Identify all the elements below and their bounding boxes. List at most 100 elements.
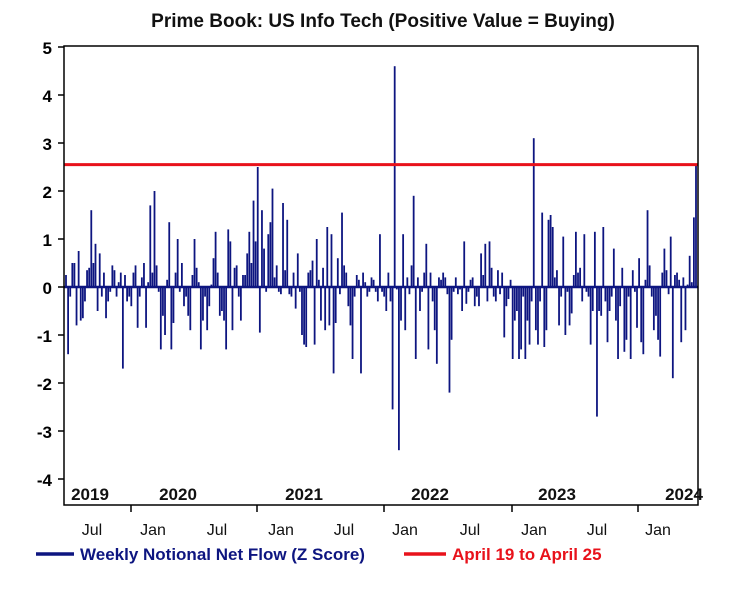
bar xyxy=(242,275,244,287)
bar xyxy=(652,287,655,331)
bar xyxy=(256,167,259,287)
bar xyxy=(642,287,645,355)
bar xyxy=(581,287,584,302)
y-tick-label: -1 xyxy=(37,327,52,346)
bar xyxy=(391,287,394,410)
bar xyxy=(524,287,527,359)
bar xyxy=(360,287,362,374)
bar xyxy=(69,287,72,297)
bar xyxy=(556,270,558,287)
bar xyxy=(454,277,457,287)
bar xyxy=(627,287,630,297)
bar xyxy=(183,287,185,307)
legend: Weekly Notional Net Flow (Z Score) April… xyxy=(36,545,602,564)
month-label: Jul xyxy=(82,522,102,539)
bar xyxy=(615,287,617,321)
bar xyxy=(665,270,668,287)
x-axis-month-labels: Jul Jan Jul Jan Jul Jan Jul Jan Jul Jan xyxy=(82,522,671,539)
bar xyxy=(457,287,459,295)
bar xyxy=(341,212,343,287)
bar xyxy=(162,287,164,316)
bar xyxy=(678,279,681,287)
bar xyxy=(547,219,550,287)
x-tick-marks xyxy=(130,505,639,512)
y-tick-label: 0 xyxy=(43,279,52,298)
bar xyxy=(494,287,497,302)
bar xyxy=(541,212,544,287)
bar xyxy=(482,275,485,287)
month-label: Jul xyxy=(587,522,607,539)
bar xyxy=(684,287,687,331)
bar xyxy=(421,287,423,292)
bar xyxy=(640,287,643,343)
bar xyxy=(534,287,537,331)
month-label: Jan xyxy=(521,522,547,539)
bar xyxy=(475,287,478,297)
month-label: Jul xyxy=(334,522,354,539)
y-tick-label: 2 xyxy=(43,183,52,202)
bar xyxy=(501,272,504,287)
bar xyxy=(442,272,445,287)
bar xyxy=(239,287,242,321)
bar xyxy=(374,287,377,292)
bar xyxy=(695,164,697,287)
bar xyxy=(636,287,638,328)
bar xyxy=(381,287,383,292)
bar xyxy=(275,265,278,287)
bar xyxy=(572,275,575,287)
bar xyxy=(88,267,91,287)
month-label: Jul xyxy=(207,522,227,539)
bar xyxy=(246,253,249,287)
bar xyxy=(189,287,192,331)
bar xyxy=(267,234,270,287)
bar xyxy=(543,287,546,347)
bar xyxy=(124,275,126,287)
chart-title: Prime Book: US Info Tech (Positive Value… xyxy=(151,11,615,32)
bar xyxy=(121,287,124,369)
bar xyxy=(298,287,301,292)
bar xyxy=(313,287,316,345)
bar xyxy=(469,279,472,287)
bar xyxy=(503,287,506,338)
legend-label-reference: April 19 to April 25 xyxy=(452,545,602,564)
bar xyxy=(119,272,122,287)
bar xyxy=(659,287,662,357)
bar xyxy=(431,287,434,302)
bar xyxy=(100,287,103,297)
bar xyxy=(518,287,520,359)
bar xyxy=(286,219,289,287)
bar xyxy=(140,277,143,287)
bar xyxy=(332,287,335,374)
bar xyxy=(629,287,632,359)
month-label: Jan xyxy=(392,522,418,539)
bar xyxy=(438,277,440,287)
bar xyxy=(539,287,541,302)
bar xyxy=(463,241,466,287)
bar xyxy=(84,287,86,302)
month-label: Jan xyxy=(268,522,294,539)
bar xyxy=(288,287,291,295)
bar xyxy=(562,236,565,287)
bar xyxy=(688,255,691,287)
bar xyxy=(419,287,421,311)
bar xyxy=(355,275,358,287)
bar xyxy=(404,287,407,331)
bar xyxy=(465,287,468,304)
bar xyxy=(682,277,685,287)
bar xyxy=(408,287,411,295)
bar xyxy=(570,287,573,314)
bar xyxy=(284,270,287,287)
bar xyxy=(172,287,175,323)
bar xyxy=(178,287,181,292)
bar xyxy=(261,210,263,287)
bar xyxy=(145,287,147,328)
bar xyxy=(511,287,514,359)
bar xyxy=(204,287,206,297)
bar xyxy=(566,287,569,292)
bar xyxy=(657,287,659,340)
bar xyxy=(128,287,131,297)
bar xyxy=(488,241,491,287)
bar xyxy=(425,243,428,287)
bar xyxy=(149,205,152,287)
